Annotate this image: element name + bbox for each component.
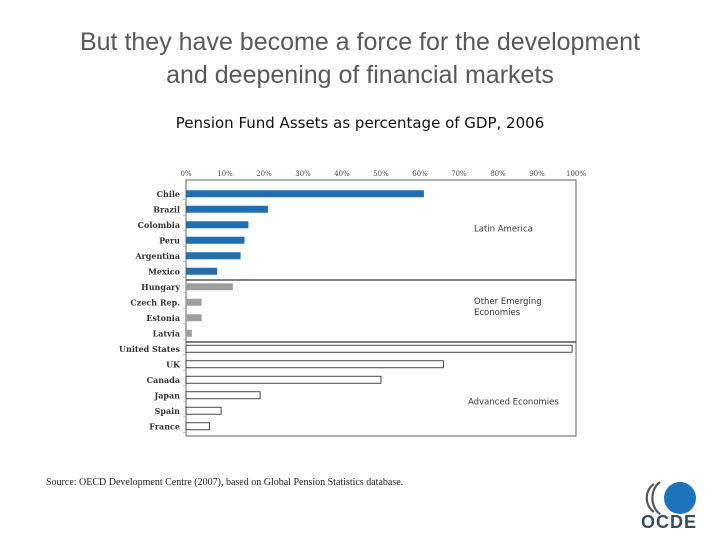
y-category-label: Canada <box>147 375 180 385</box>
oecd-logo-text: OCDE <box>640 512 697 532</box>
x-tick-label: 10% <box>217 170 233 178</box>
group-label: Economies <box>474 308 521 318</box>
group-label: Advanced Economies <box>468 398 559 408</box>
x-tick-label: 30% <box>295 170 311 178</box>
bar <box>186 221 249 229</box>
x-tick-label: 90% <box>529 170 545 178</box>
y-category-label: Hungary <box>141 282 180 292</box>
bar <box>186 190 424 198</box>
bar <box>186 283 233 291</box>
bar <box>186 236 245 244</box>
slide-title-line-1: But they have become a force for the dev… <box>79 28 641 56</box>
y-category-label: Argentina <box>134 251 180 261</box>
bar <box>186 252 241 260</box>
bar <box>186 329 192 337</box>
oecd-logo-arc-1 <box>645 483 655 513</box>
y-category-label: UK <box>166 359 181 369</box>
x-tick-label: 100% <box>566 170 586 178</box>
y-category-label: United States <box>119 344 180 354</box>
bar <box>185 406 222 415</box>
bar <box>186 205 268 213</box>
x-tick-label: 0% <box>180 170 191 178</box>
bar <box>185 375 382 384</box>
x-tick-label: 50% <box>373 170 389 178</box>
y-category-label: Brazil <box>153 204 180 214</box>
group-label: Latin America <box>474 225 533 235</box>
x-tick-label: 70% <box>451 170 467 178</box>
oecd-logo-circle <box>664 482 696 514</box>
y-category-label: Mexico <box>148 266 181 276</box>
bar <box>186 267 218 275</box>
bar <box>185 344 573 353</box>
bar <box>186 298 202 306</box>
x-tick-label: 60% <box>412 170 428 178</box>
x-tick-label: 40% <box>334 170 350 178</box>
bar <box>185 360 444 369</box>
y-category-label: Japan <box>153 390 180 400</box>
x-tick-label: 20% <box>256 170 272 178</box>
group-label: Other Emerging <box>474 297 542 307</box>
y-category-label: Estonia <box>146 313 180 323</box>
y-category-label: Peru <box>159 235 180 245</box>
y-category-label: Colombia <box>138 220 180 230</box>
y-category-label: Spain <box>155 406 181 416</box>
oecd-logo-icon <box>645 481 696 515</box>
slide-title: But they have become a force for the dev… <box>0 26 720 92</box>
y-category-label: Latvia <box>153 328 180 338</box>
y-category-label: Chile <box>157 189 180 199</box>
bar <box>186 314 202 322</box>
y-category-label: France <box>149 421 180 431</box>
bar <box>185 422 210 431</box>
chart-area: 0% 10% 20% 30% 40% 50% 60% 70% 80% 90% 100% Chile Br… <box>118 164 594 440</box>
chart-title: Pension Fund Assets as percentage of GDP… <box>175 114 545 132</box>
x-tick-label: 80% <box>490 170 506 178</box>
y-category-label: Czech Rep. <box>130 297 180 307</box>
oecd-logo-arc-2 <box>651 481 661 515</box>
source-note: Source: OECD Development Centre (2007), … <box>46 477 404 488</box>
bar <box>185 391 261 400</box>
pension-bar-chart: 0% 10% 20% 30% 40% 50% 60% 70% 80% 90% 100% Chile Br… <box>119 170 586 437</box>
slide-title-line-2: and deepening of financial markets <box>166 61 554 89</box>
